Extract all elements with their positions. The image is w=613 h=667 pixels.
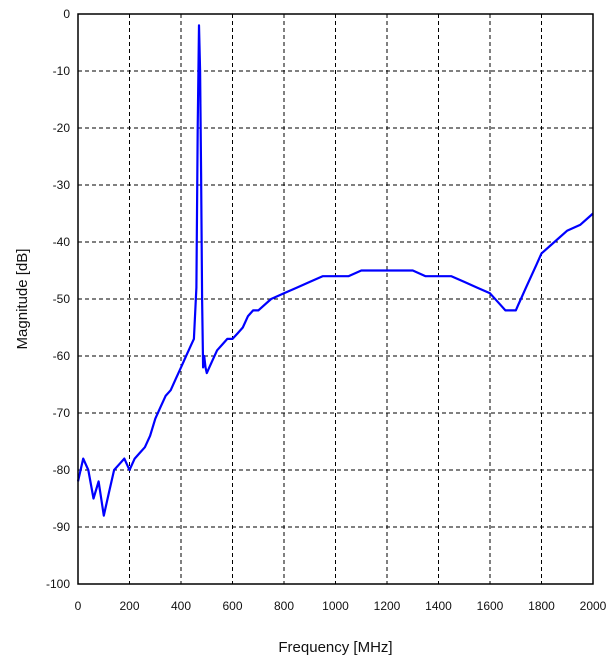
series-group <box>76 24 594 517</box>
x-tick-label: 1400 <box>425 599 452 613</box>
x-tick-label: 1600 <box>477 599 504 613</box>
y-axis-label: Magnitude [dB] <box>14 249 31 350</box>
x-tick-label: 0 <box>75 599 82 613</box>
y-tick-label: -10 <box>53 64 71 78</box>
x-tick-label: 400 <box>171 599 191 613</box>
y-tick-label: -80 <box>53 463 71 477</box>
x-tick-label: 1200 <box>374 599 401 613</box>
x-axis-label: Frequency [MHz] <box>278 639 392 656</box>
y-tick-label: -70 <box>53 406 71 420</box>
y-tick-label: -20 <box>53 121 71 135</box>
x-tick-label: 600 <box>222 599 242 613</box>
series-line <box>76 24 594 517</box>
y-tick-label: -60 <box>53 349 71 363</box>
plot-frame <box>77 13 594 585</box>
y-tick-label: -100 <box>46 577 70 591</box>
x-tick-labels: 0 200 400 600 800 1000 1200 1400 1600 1800 2000 <box>75 599 607 613</box>
y-tick-label: 0 <box>63 7 70 21</box>
x-tick-label: 1800 <box>528 599 555 613</box>
x-tick-label: 200 <box>119 599 139 613</box>
x-tick-label: 2000 <box>580 599 607 613</box>
y-tick-label: -40 <box>53 235 71 249</box>
y-tick-label: -50 <box>53 292 71 306</box>
x-tick-label: 800 <box>274 599 294 613</box>
grid-lines <box>78 14 593 584</box>
y-tick-label: -30 <box>53 178 71 192</box>
y-tick-labels: 0 -10 -20 -30 -40 -50 -60 -70 -80 -90 -100 <box>46 7 70 591</box>
y-tick-label: -90 <box>53 520 71 534</box>
x-tick-label: 1000 <box>322 599 349 613</box>
